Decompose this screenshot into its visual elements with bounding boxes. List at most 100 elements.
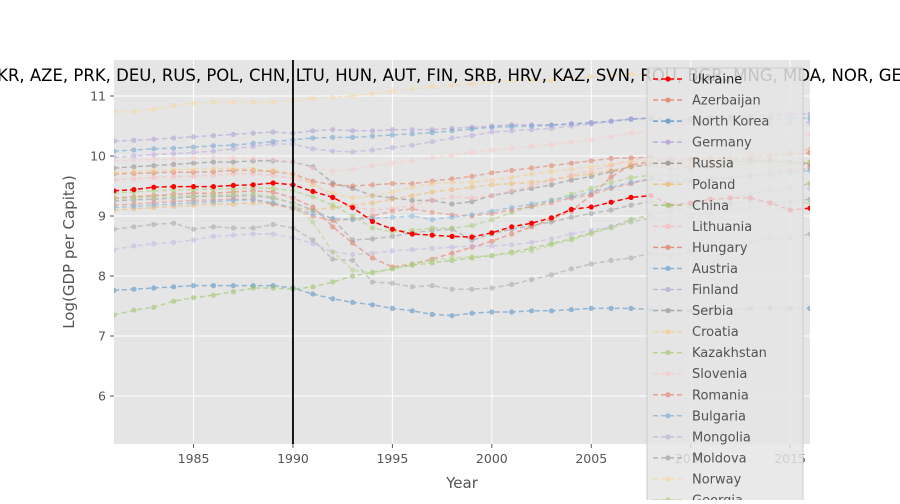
data-point <box>409 261 415 267</box>
data-point <box>529 220 535 226</box>
data-point <box>369 279 376 285</box>
data-point <box>230 159 236 165</box>
data-point <box>429 155 435 161</box>
data-point <box>449 201 455 207</box>
data-point <box>409 158 415 164</box>
data-point <box>628 116 634 122</box>
data-point <box>350 205 356 211</box>
data-point <box>469 234 475 240</box>
data-point <box>190 155 197 161</box>
data-point <box>628 159 634 165</box>
data-point <box>171 135 177 141</box>
data-point <box>369 182 376 188</box>
data-point <box>171 167 177 173</box>
data-point <box>568 266 574 272</box>
data-point <box>190 226 197 232</box>
data-point <box>131 153 137 159</box>
data-point <box>230 99 236 105</box>
data-point <box>210 166 217 172</box>
data-point <box>588 305 594 311</box>
data-point <box>568 206 574 212</box>
data-point <box>509 128 515 134</box>
data-point <box>270 129 276 135</box>
legend-marker <box>665 265 671 272</box>
data-point <box>389 280 395 286</box>
data-point <box>270 157 276 163</box>
legend-label: Hungary <box>692 241 748 256</box>
data-point <box>409 308 415 314</box>
y-tick-label: 8 <box>98 269 106 284</box>
data-point <box>270 167 276 173</box>
data-point <box>429 245 435 251</box>
series-line <box>114 167 810 222</box>
data-point <box>171 161 177 167</box>
legend-label: Slovenia <box>692 367 747 382</box>
data-point <box>270 231 276 237</box>
data-point <box>449 250 455 256</box>
data-point <box>151 106 157 112</box>
data-point <box>529 183 535 189</box>
legend-marker <box>665 434 671 440</box>
data-point <box>230 131 236 137</box>
data-point <box>429 217 435 223</box>
legend-marker <box>665 455 671 461</box>
legend-marker <box>665 286 671 293</box>
data-point <box>529 248 535 254</box>
data-point <box>807 150 810 156</box>
series-line <box>114 182 810 238</box>
data-point <box>230 201 236 207</box>
series-line <box>114 73 810 113</box>
data-point <box>369 225 376 231</box>
data-point <box>608 225 614 231</box>
data-point <box>389 160 395 166</box>
data-point <box>429 181 435 187</box>
data-point <box>389 214 395 220</box>
data-point <box>469 133 475 139</box>
legend-marker <box>665 139 671 145</box>
data-point <box>151 146 157 152</box>
data-point <box>230 171 236 177</box>
data-point <box>509 242 515 248</box>
legend-marker <box>665 97 671 103</box>
data-point <box>151 285 157 291</box>
data-point <box>588 231 594 237</box>
data-point <box>628 164 634 170</box>
series-line <box>114 284 810 317</box>
series-line <box>114 161 810 233</box>
legend-marker <box>665 476 671 482</box>
data-point <box>151 136 157 142</box>
data-point <box>350 195 356 201</box>
data-point <box>250 99 256 105</box>
data-point <box>330 182 336 188</box>
legend-marker <box>665 160 671 166</box>
legend-marker <box>665 307 671 314</box>
data-point <box>429 139 435 145</box>
data-point <box>509 77 515 83</box>
data-point <box>350 217 356 223</box>
data-point <box>449 233 455 239</box>
data-point <box>250 130 256 136</box>
legend-item: Ukraine <box>653 73 742 88</box>
data-point <box>114 196 117 202</box>
data-point <box>628 194 634 200</box>
data-point <box>190 200 197 206</box>
data-point <box>114 287 117 293</box>
data-point <box>588 211 594 217</box>
data-point <box>608 174 614 180</box>
series-line <box>114 152 810 187</box>
data-point <box>151 175 157 181</box>
legend-item: Serbia <box>653 304 733 319</box>
data-point <box>310 219 316 225</box>
data-point <box>369 193 376 199</box>
y-tick-label: 7 <box>98 329 106 344</box>
data-point <box>369 302 376 308</box>
legend-marker <box>665 371 671 377</box>
series-line <box>114 117 810 152</box>
data-point <box>588 189 594 195</box>
data-point <box>509 205 515 211</box>
data-point <box>568 307 574 313</box>
data-point <box>131 307 137 313</box>
legend-label: Norway <box>692 472 742 487</box>
data-point <box>807 119 810 125</box>
data-point <box>270 189 276 195</box>
